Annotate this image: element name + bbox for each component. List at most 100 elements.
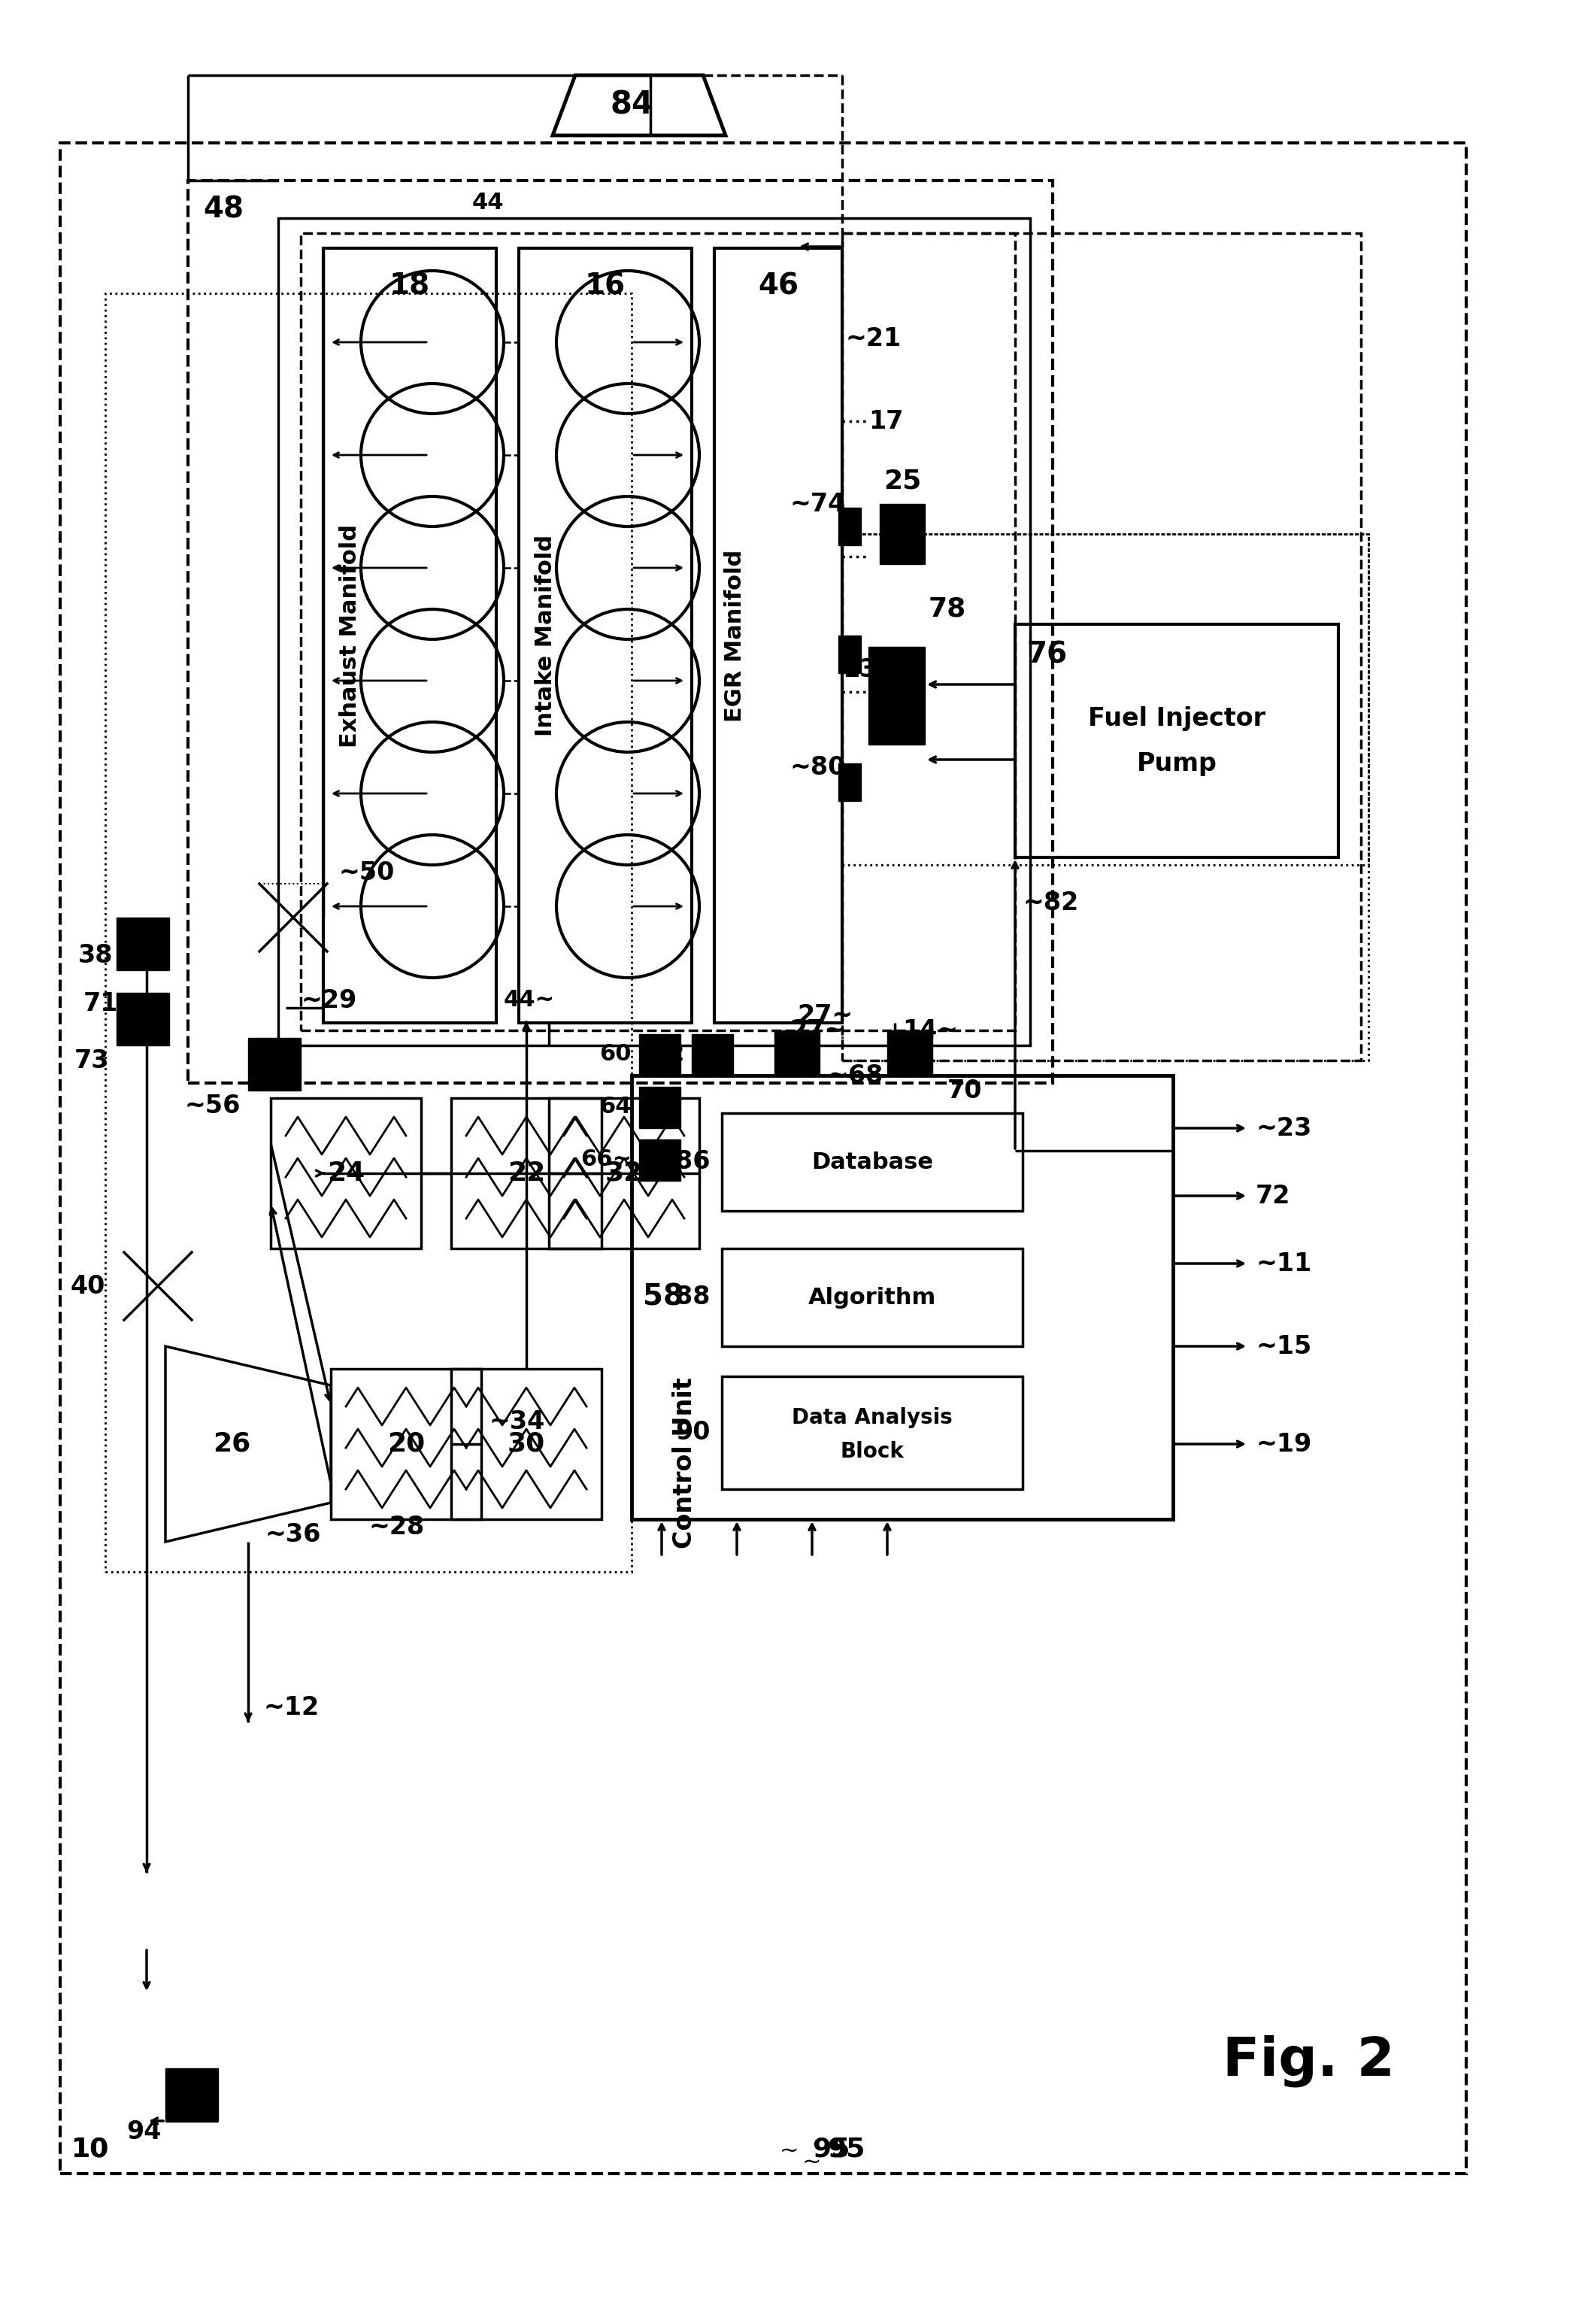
Text: Control Unit: Control Unit bbox=[671, 1378, 696, 1548]
Text: 46: 46 bbox=[758, 272, 799, 300]
Text: 20: 20 bbox=[387, 1432, 425, 1457]
Text: ~12: ~12 bbox=[264, 1694, 319, 1720]
Bar bbox=[722, 1248, 1023, 1346]
Bar bbox=[639, 1088, 681, 1127]
Text: ~29: ~29 bbox=[300, 988, 357, 1013]
Text: 25: 25 bbox=[884, 469, 921, 495]
Text: 78: 78 bbox=[928, 597, 966, 623]
Text: 48: 48 bbox=[204, 195, 243, 223]
Bar bbox=[639, 1139, 681, 1181]
Text: 27~: 27~ bbox=[797, 1004, 853, 1027]
Text: 24: 24 bbox=[327, 1160, 365, 1185]
Text: ~15: ~15 bbox=[1255, 1334, 1312, 1360]
Bar bbox=[452, 1369, 602, 1520]
Text: Data Analysis: Data Analysis bbox=[791, 1408, 952, 1429]
Bar bbox=[519, 249, 692, 1023]
Text: ~23: ~23 bbox=[1255, 1116, 1312, 1141]
Bar bbox=[842, 232, 1361, 1060]
Bar bbox=[722, 1113, 1023, 1211]
Bar bbox=[838, 762, 861, 802]
Text: EGR Manifold: EGR Manifold bbox=[725, 548, 747, 723]
Text: ~28: ~28 bbox=[368, 1515, 425, 1538]
Bar bbox=[117, 992, 169, 1046]
Text: ~56: ~56 bbox=[185, 1092, 240, 1118]
Text: 64: 64 bbox=[600, 1097, 632, 1118]
Text: 76: 76 bbox=[1026, 639, 1067, 669]
Polygon shape bbox=[553, 74, 726, 135]
Text: 17: 17 bbox=[868, 409, 903, 435]
Bar bbox=[774, 1030, 820, 1076]
Bar bbox=[887, 1030, 932, 1076]
Text: 90: 90 bbox=[676, 1420, 711, 1446]
Text: 13: 13 bbox=[842, 658, 876, 681]
Bar bbox=[549, 1097, 699, 1248]
Text: Algorithm: Algorithm bbox=[808, 1287, 936, 1308]
Bar bbox=[868, 646, 925, 744]
Text: Intake Manifold: Intake Manifold bbox=[534, 535, 556, 737]
Bar bbox=[106, 293, 632, 1571]
Text: ~82: ~82 bbox=[1023, 890, 1078, 916]
Bar bbox=[880, 504, 925, 565]
Bar bbox=[332, 1369, 482, 1520]
Bar bbox=[188, 181, 1053, 1083]
Text: ~: ~ bbox=[802, 2152, 821, 2173]
Bar bbox=[117, 918, 169, 969]
Text: 70: 70 bbox=[947, 1078, 982, 1104]
Text: 73: 73 bbox=[74, 1048, 109, 1074]
Text: 95: 95 bbox=[827, 2136, 865, 2161]
Bar bbox=[692, 1034, 733, 1076]
Text: ~21: ~21 bbox=[846, 325, 902, 351]
Text: 10: 10 bbox=[71, 2136, 109, 2161]
Text: ~68: ~68 bbox=[827, 1062, 883, 1088]
Bar bbox=[714, 249, 842, 1023]
Text: Database: Database bbox=[812, 1150, 933, 1174]
Text: 10: 10 bbox=[71, 2136, 109, 2161]
Bar bbox=[838, 507, 861, 546]
Bar bbox=[1015, 625, 1339, 858]
Text: ~74: ~74 bbox=[790, 490, 846, 516]
Text: 22: 22 bbox=[507, 1160, 545, 1185]
Bar bbox=[278, 218, 1030, 1046]
Text: 16: 16 bbox=[584, 272, 625, 300]
Bar bbox=[838, 634, 861, 674]
Text: 88: 88 bbox=[676, 1285, 711, 1311]
Bar bbox=[722, 1376, 1023, 1490]
Text: ~36: ~36 bbox=[265, 1522, 321, 1548]
Text: ~11: ~11 bbox=[1255, 1250, 1312, 1276]
Text: 26: 26 bbox=[213, 1432, 251, 1457]
Text: 27~: 27~ bbox=[790, 1018, 845, 1043]
Bar bbox=[324, 249, 496, 1023]
Text: ~80: ~80 bbox=[790, 755, 846, 779]
Text: 44: 44 bbox=[472, 193, 504, 214]
Bar bbox=[632, 1076, 1173, 1520]
Text: ~50: ~50 bbox=[338, 860, 395, 885]
Bar bbox=[639, 1034, 681, 1076]
Text: Pump: Pump bbox=[1137, 751, 1217, 776]
Text: 40: 40 bbox=[71, 1274, 106, 1299]
Text: ~19: ~19 bbox=[1255, 1432, 1312, 1457]
Text: 71~: 71~ bbox=[84, 992, 139, 1016]
Bar bbox=[166, 2068, 218, 2122]
Text: 86: 86 bbox=[676, 1150, 711, 1174]
Text: 38: 38 bbox=[77, 944, 112, 967]
Bar bbox=[452, 1097, 602, 1248]
Bar bbox=[60, 142, 1467, 2173]
Text: 84: 84 bbox=[609, 91, 654, 121]
Bar bbox=[300, 232, 1015, 1030]
Text: 30: 30 bbox=[507, 1432, 545, 1457]
Text: Fig. 2: Fig. 2 bbox=[1222, 2033, 1394, 2087]
Text: 58: 58 bbox=[643, 1283, 684, 1311]
Text: Exhaust Manifold: Exhaust Manifold bbox=[339, 523, 360, 748]
Text: 94: 94 bbox=[126, 2119, 161, 2145]
Text: 72: 72 bbox=[1255, 1183, 1290, 1208]
Text: ~: ~ bbox=[780, 2140, 799, 2161]
Bar bbox=[270, 1097, 422, 1248]
Text: 18: 18 bbox=[390, 272, 429, 300]
Text: 60: 60 bbox=[600, 1043, 632, 1064]
Text: 14~: 14~ bbox=[902, 1018, 958, 1043]
Bar bbox=[842, 535, 1369, 1060]
Text: 44~: 44~ bbox=[504, 990, 554, 1011]
Text: 32: 32 bbox=[605, 1160, 643, 1185]
Text: 95: 95 bbox=[812, 2136, 850, 2161]
Text: 66~: 66~ bbox=[581, 1148, 632, 1171]
